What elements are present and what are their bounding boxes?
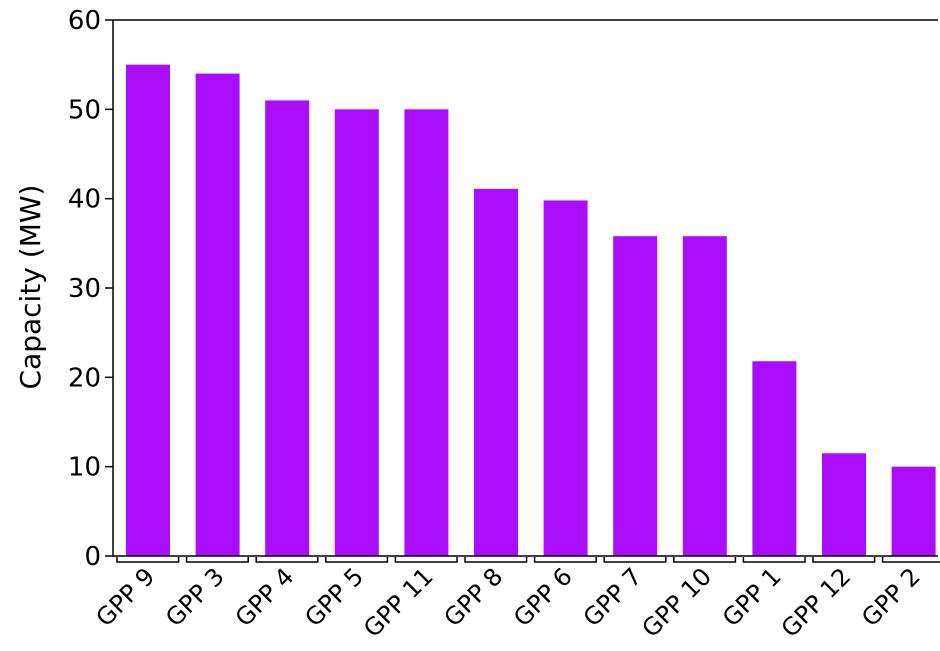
y-tick-label: 50: [68, 95, 101, 125]
x-tick-mark: [813, 557, 875, 562]
bars-layer: [126, 65, 936, 556]
x-tick-label: GPP 9: [91, 562, 161, 632]
x-tick-label: GPP 10: [637, 562, 717, 642]
x-tick-mark: [465, 557, 527, 562]
x-tick-label: GPP 4: [230, 562, 300, 632]
bar: [126, 65, 170, 556]
bar: [404, 109, 448, 556]
y-tick-label: 60: [68, 6, 101, 36]
bar: [265, 100, 309, 556]
bar: [196, 74, 240, 556]
x-tick-label: GPP 8: [439, 562, 509, 632]
bar: [613, 236, 657, 556]
x-tick-mark: [604, 557, 666, 562]
bar: [683, 236, 727, 556]
x-tick-mark: [743, 557, 805, 562]
y-ticks: 0 10 20 30 40 50 60: [68, 6, 113, 572]
y-tick-label: 20: [68, 363, 101, 393]
x-tick-label: GPP 2: [856, 562, 926, 632]
bar: [544, 200, 588, 556]
x-tick-mark: [326, 557, 388, 562]
x-tick-label: GPP 3: [160, 562, 230, 632]
y-tick-label: 10: [68, 453, 101, 483]
x-tick-mark: [256, 557, 318, 562]
x-tick-mark: [395, 557, 457, 562]
y-axis-label: Capacity (MW): [14, 185, 47, 390]
bar: [822, 453, 866, 556]
y-tick-label: 40: [68, 185, 101, 215]
x-tick-label: GPP 12: [776, 562, 856, 642]
x-tick-mark: [187, 557, 249, 562]
y-tick-label: 30: [68, 274, 101, 304]
bar: [752, 361, 796, 556]
x-tick-label: GPP 6: [508, 562, 578, 632]
x-tick-mark: [883, 557, 940, 562]
x-tick-label: GPP 11: [358, 562, 438, 642]
y-tick-label: 0: [84, 542, 101, 572]
bar: [474, 189, 518, 556]
bar: [335, 109, 379, 556]
x-tick-mark: [674, 557, 736, 562]
x-tick-mark: [117, 557, 179, 562]
x-tick-mark: [535, 557, 597, 562]
bar: [892, 467, 936, 556]
